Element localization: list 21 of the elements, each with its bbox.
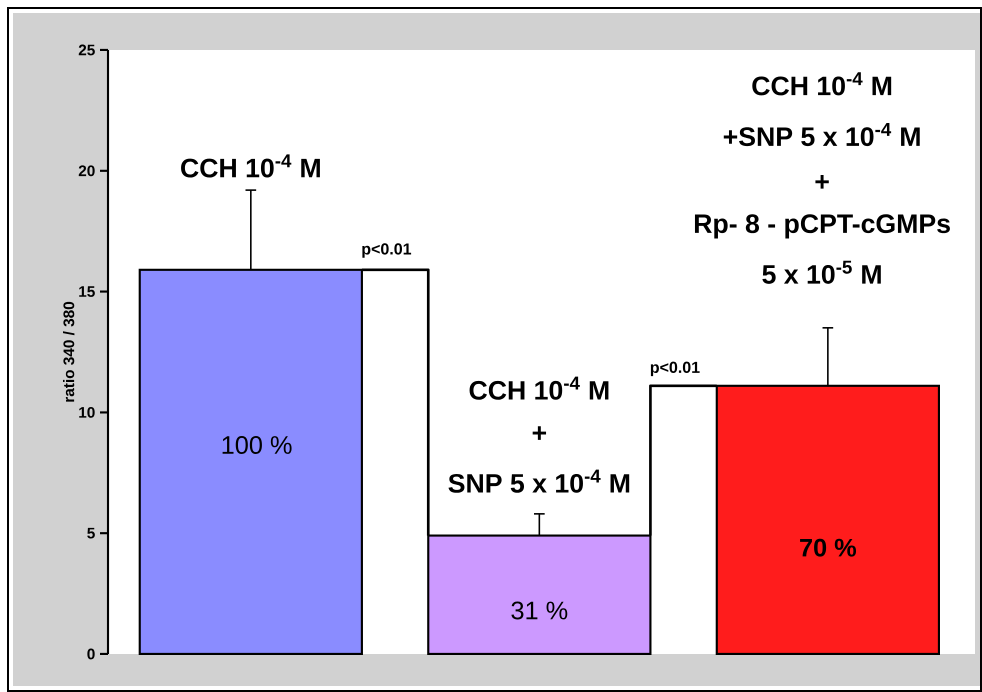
annotation: SNP 5 x 10$^{-4}$ M bbox=[448, 470, 630, 493]
annotation: CCH 10$^{-4}$ M bbox=[752, 72, 892, 96]
annotation: 70 % bbox=[800, 538, 856, 557]
annotation: 5 x 10$^{-5}$ M bbox=[762, 260, 881, 284]
annotation: CCH 10$^{-4}$ M bbox=[470, 376, 608, 400]
y-axis-title: ratio 340 / 380 bbox=[63, 302, 74, 402]
annotation: + bbox=[532, 426, 546, 440]
y-tick-label: 0 bbox=[87, 648, 95, 660]
y-tick-label: 20 bbox=[78, 165, 95, 176]
annotation: + bbox=[815, 175, 829, 189]
annotation: +SNP 5 x 10$^{-4}$ M bbox=[724, 122, 920, 146]
y-tick-label: 5 bbox=[87, 528, 95, 539]
annotation: p<0.01 bbox=[362, 243, 412, 258]
annotation: Rp- 8 - pCPT-cGMPs bbox=[694, 214, 950, 238]
annotation: p<0.01 bbox=[650, 362, 700, 376]
annotation: 31 % bbox=[511, 602, 568, 620]
annotation: 100 % bbox=[222, 436, 292, 454]
y-tick-label: 10 bbox=[79, 406, 95, 418]
y-tick-label: 25 bbox=[78, 44, 95, 56]
annotation: CCH 10$^{-4}$ M bbox=[181, 154, 320, 178]
y-tick-label: 15 bbox=[79, 286, 95, 297]
